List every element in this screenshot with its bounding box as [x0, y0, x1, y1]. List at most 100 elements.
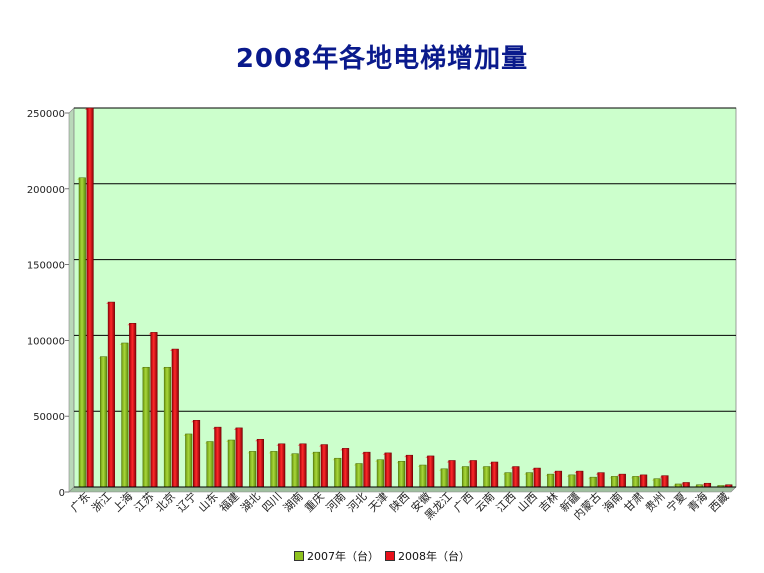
- bar: [193, 420, 201, 488]
- x-tick-label: 吉林: [536, 489, 561, 514]
- bar: [547, 473, 555, 488]
- bar: [355, 463, 363, 488]
- x-tick-label: 北京: [152, 489, 177, 514]
- bar: [214, 426, 222, 488]
- bar: [533, 467, 541, 488]
- x-tick-label: 江苏: [132, 490, 157, 515]
- bar: [384, 452, 392, 488]
- bar: [589, 476, 597, 488]
- x-tick-label: 福建: [216, 489, 241, 514]
- x-tick-label: 甘肃: [622, 490, 647, 515]
- bar: [611, 476, 619, 488]
- bar: [483, 466, 491, 488]
- legend-label: 2008年（台）: [398, 550, 470, 563]
- bar: [342, 448, 350, 488]
- bar: [448, 460, 456, 488]
- bar: [278, 443, 286, 488]
- bar: [491, 461, 499, 488]
- x-tick-label: 陕西: [387, 489, 412, 514]
- bar: [142, 366, 150, 488]
- x-tick-label: 湖北: [238, 490, 263, 515]
- bar: [618, 473, 626, 488]
- bar: [78, 177, 86, 488]
- bar: [249, 451, 257, 488]
- legend-label: 2007年（台）: [307, 550, 379, 563]
- y-tick-label: 150000: [27, 261, 65, 272]
- x-tick-label: 海南: [600, 489, 625, 514]
- x-tick-label: 天津: [366, 490, 391, 515]
- bar: [100, 356, 108, 488]
- bar: [121, 342, 129, 488]
- left-wall: [68, 107, 75, 493]
- legend-item: 2007年（台）: [294, 548, 379, 564]
- bar: [461, 466, 470, 488]
- bar: [235, 427, 243, 488]
- bar: [419, 464, 427, 488]
- x-tick-label: 四川: [260, 490, 285, 515]
- bar: [469, 460, 477, 488]
- bar: [206, 441, 214, 488]
- legend-swatch: [385, 551, 395, 561]
- legend-swatch: [294, 551, 304, 561]
- bar: [440, 468, 448, 488]
- bar: [363, 451, 371, 488]
- bar: [653, 478, 661, 488]
- bar: [185, 433, 193, 488]
- y-tick-label: 50000: [33, 412, 65, 423]
- bar: [703, 482, 712, 488]
- x-tick-label: 河南: [324, 490, 349, 515]
- x-tick-label: 广西: [451, 490, 476, 515]
- x-tick-label: 青海: [685, 489, 710, 514]
- y-tick-label: 200000: [27, 185, 65, 196]
- x-tick-label: 山东: [196, 490, 221, 515]
- x-tick-label: 广东: [68, 490, 93, 515]
- bar: [299, 443, 307, 488]
- bar: [107, 301, 115, 488]
- x-tick-label: 上海: [110, 489, 135, 514]
- bar: [86, 107, 94, 488]
- bar: [568, 474, 576, 488]
- bar: [427, 455, 435, 488]
- bar: [171, 348, 179, 488]
- x-tick-label: 宁夏: [663, 489, 688, 514]
- x-tick-label: 贵州: [643, 490, 668, 515]
- bar: [504, 472, 512, 488]
- y-tick-label: 250000: [27, 109, 65, 120]
- bar: [632, 476, 640, 488]
- x-tick-label: 湖南: [281, 490, 306, 515]
- bar: [597, 472, 605, 488]
- bar: [576, 470, 584, 488]
- y-tick-label: 0: [59, 488, 65, 499]
- x-tick-label: 河北: [345, 490, 370, 515]
- plot-area: 0 50000 100000 150000 200000 250000 广东浙江上海江苏北京…: [27, 107, 737, 522]
- bar: [129, 323, 137, 488]
- bar: [227, 439, 235, 488]
- bar: [661, 475, 669, 488]
- bar: [398, 460, 406, 488]
- bar: [256, 438, 264, 488]
- bar: [376, 459, 384, 488]
- chart-title: 2008年各地电梯增加量: [235, 44, 529, 74]
- x-tick-label: 浙江: [89, 490, 114, 515]
- legend: 2007年（台） 2008年（台）: [0, 548, 764, 564]
- bar: [525, 472, 533, 488]
- bar: [163, 366, 172, 488]
- bar: [554, 470, 563, 488]
- legend-item: 2008年（台）: [385, 548, 470, 564]
- bar: [405, 454, 414, 488]
- x-tick-label: 江西: [494, 490, 519, 515]
- x-tick-label: 重庆: [302, 489, 327, 514]
- x-tick-label: 山西: [515, 490, 540, 515]
- bar: [320, 444, 328, 488]
- bar: [682, 482, 690, 488]
- bar: [334, 457, 342, 488]
- x-tick-label: 辽宁: [174, 489, 199, 514]
- y-tick-label: 100000: [27, 336, 65, 347]
- bar: [312, 451, 321, 488]
- plot-background: [73, 107, 737, 488]
- bar: [640, 474, 648, 488]
- bar: [270, 451, 278, 488]
- x-tick-label: 西藏: [707, 490, 732, 515]
- x-tick-label: 云南: [473, 490, 498, 515]
